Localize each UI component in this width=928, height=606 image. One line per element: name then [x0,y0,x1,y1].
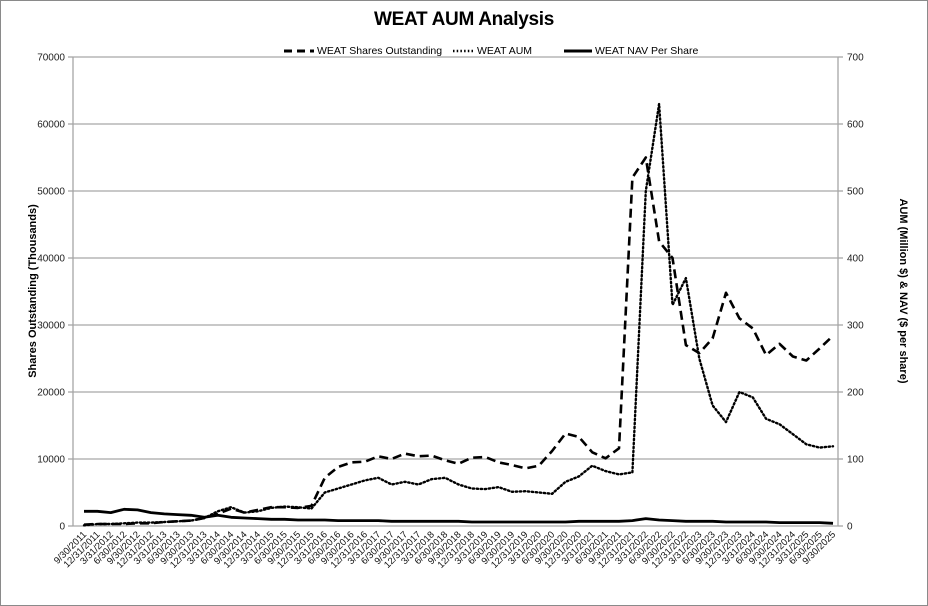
series-weat-aum [82,102,835,527]
legend-item-aum: WEAT AUM [452,45,532,57]
y-tick-left: 10000 [37,455,65,466]
solid-line-swatch-icon [564,49,592,53]
legend-label: WEAT AUM [477,45,533,57]
legend-label: WEAT Shares Outstanding [317,45,443,57]
y-tick-left: 20000 [37,388,65,399]
legend-item-nav: WEAT NAV Per Share [564,45,698,57]
chart-title: WEAT AUM Analysis [374,9,554,30]
y-tick-left: 30000 [37,321,65,332]
y-tick-left: 50000 [37,187,65,198]
y-tick-right: 500 [847,187,864,198]
series-weat-nav-per-share [84,507,834,525]
y-tick-left: 70000 [37,53,65,64]
x-axis-tick-labels: 9/30/201112/31/20113/31/20126/30/20129/3… [52,529,838,570]
legend-item-shares-outstanding: WEAT Shares Outstanding [284,45,442,57]
series-lines [82,102,835,527]
y-tick-left: 60000 [37,120,65,131]
series-weat-shares-outstanding [83,156,834,526]
y-tick-right: 600 [847,120,864,131]
y-tick-right: 400 [847,254,864,265]
y-tick-right: 0 [847,522,853,533]
y-tick-right: 200 [847,388,864,399]
axis-ticks: 0 10000 20000 30000 40000 50000 60000 70000 0 100… [37,53,864,533]
y-tick-right: 100 [847,455,864,466]
dashed-line-swatch-icon [284,49,314,53]
y-tick-left: 0 [59,522,65,533]
legend: WEAT Shares Outstanding WEAT AUM WEAT NA… [0,45,928,61]
y-tick-right: 300 [847,321,864,332]
legend-label: WEAT NAV Per Share [595,45,699,57]
y-tick-right: 700 [847,53,864,64]
gridlines [68,56,843,527]
y-tick-left: 40000 [37,254,65,265]
